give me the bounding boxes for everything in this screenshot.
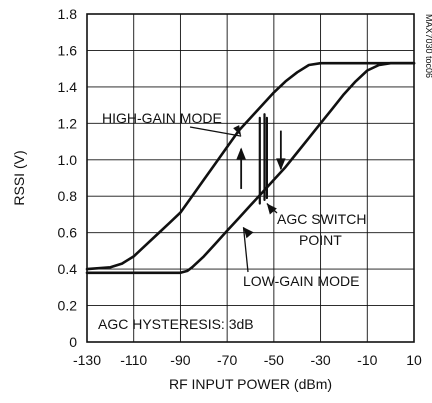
annotation-low-gain-mode: LOW-GAIN MODE	[243, 273, 359, 289]
y-tick-label: 0	[69, 334, 77, 350]
x-tick-label: 10	[406, 352, 422, 368]
y-tick-label: 0.2	[58, 298, 78, 314]
annotation-agc-hysteresis: AGC HYSTERESIS: 3dB	[98, 316, 254, 332]
x-tick-label: -30	[310, 352, 330, 368]
x-tick-label: -110	[120, 352, 147, 368]
leader-line	[189, 126, 242, 137]
x-tick-label: -50	[264, 352, 284, 368]
grid	[87, 14, 414, 342]
y-tick-label: 0.4	[58, 261, 78, 277]
annotation-agc-switch: AGC SWITCH	[277, 211, 366, 227]
x-axis-title: RF INPUT POWER (dBm)	[169, 376, 332, 392]
y-tick-label: 1.8	[58, 6, 78, 22]
annotations: HIGH-GAIN MODE AGC SWITCH POINT LOW-GAIN MO…	[98, 14, 432, 332]
y-tick-label: 1.4	[58, 79, 78, 95]
annotation-point: POINT	[299, 232, 342, 248]
arrow-head	[243, 227, 254, 239]
x-tick-label: -90	[170, 352, 190, 368]
arrow-head	[233, 125, 242, 137]
arrow-head	[276, 158, 286, 171]
arrow-head	[236, 147, 246, 160]
y-tick-label: 0.6	[58, 225, 78, 241]
x-tick-label: -130	[73, 352, 101, 368]
y-tick-label: 1.0	[58, 152, 78, 168]
plot-frame	[86, 13, 415, 343]
plot-area	[86, 13, 415, 343]
annotation-high-gain-mode: HIGH-GAIN MODE	[102, 110, 222, 126]
series-line	[85, 61, 416, 275]
y-axis-title: RSSI (V)	[11, 150, 27, 205]
y-tick-label: 1.6	[58, 42, 78, 58]
x-tick-label: -70	[217, 352, 237, 368]
y-tick-label: 1.2	[58, 115, 78, 131]
tick-labels: -130 -110 -90 -70 -50 -30 -10 10 0 0.2 0.4 0.6 0.8 1.…	[58, 6, 422, 368]
series-line	[85, 61, 416, 271]
figure-id-label: MAX7030 toc06	[424, 14, 432, 78]
leader-line	[242, 227, 249, 273]
series-layer	[85, 61, 416, 275]
arrow-head	[266, 203, 277, 215]
x-tick-label: -10	[357, 352, 377, 368]
y-tick-label: 0.8	[58, 188, 78, 204]
